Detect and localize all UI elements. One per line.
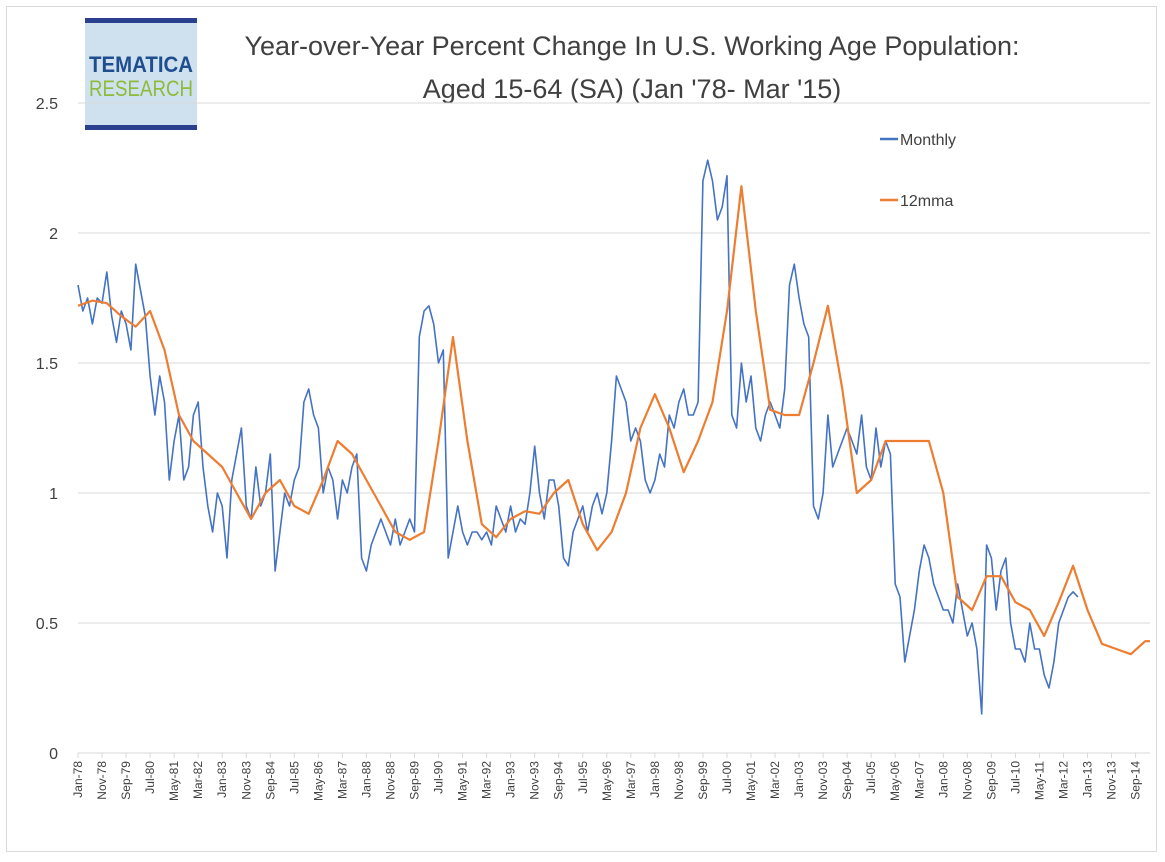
- y-tick-label: 0: [49, 746, 58, 763]
- x-tick-label: Mar-92: [480, 761, 494, 799]
- x-tick-label: Jul-00: [720, 761, 734, 794]
- series-lines: [77, 159, 1150, 715]
- x-tick-label: May-81: [167, 761, 181, 801]
- x-tick-label: May-96: [600, 761, 614, 801]
- x-tick-label: Mar-02: [768, 761, 782, 799]
- x-tick-label: Sep-79: [119, 761, 133, 800]
- legend-monthly-label: Monthly: [900, 132, 956, 149]
- x-tick-label: May-11: [1032, 761, 1046, 800]
- logo-top-bar: [85, 18, 197, 23]
- x-tick-label: Mar-97: [624, 761, 638, 799]
- x-tick-label: Nov-83: [239, 761, 253, 800]
- x-tick-label: May-01: [744, 761, 758, 801]
- x-tick-label: Nov-13: [1105, 761, 1119, 800]
- x-tick-label: Sep-89: [408, 761, 422, 800]
- tematica-logo: TEMATICA RESEARCH: [85, 18, 197, 130]
- x-tick-label: Sep-84: [263, 761, 277, 800]
- y-tick-label: 1.5: [36, 356, 58, 373]
- x-tick-label: Nov-78: [95, 761, 109, 800]
- x-tick-label: Jan-83: [215, 761, 229, 798]
- x-tick-label: Jul-90: [432, 761, 446, 794]
- x-tick-label: May-06: [888, 761, 902, 801]
- x-tick-label: Nov-08: [960, 761, 974, 800]
- logo-background: [85, 18, 197, 130]
- chart-subtitle: Aged 15-64 (SA) (Jan '78- Mar '15): [423, 74, 842, 104]
- y-tick-label: 0.5: [36, 616, 58, 633]
- x-tick-label: Sep-14: [1129, 761, 1143, 800]
- x-tick-label: Jan-08: [936, 761, 950, 798]
- legend-12mma-label: 12mma: [900, 193, 953, 210]
- chart-title: Year-over-Year Percent Change In U.S. Wo…: [245, 31, 1020, 61]
- x-tick-label: May-91: [456, 761, 470, 801]
- x-tick-label: Nov-03: [816, 761, 830, 800]
- x-tick-label: Jul-10: [1008, 761, 1022, 794]
- x-tick-label: Jan-03: [792, 761, 806, 798]
- x-tick-label: Sep-04: [840, 761, 854, 800]
- series-line-12mma: [77, 185, 1150, 656]
- x-tick-label: Jan-98: [648, 761, 662, 798]
- x-tick-label: Sep-09: [984, 761, 998, 800]
- y-tick-label: 2: [49, 226, 58, 243]
- x-tick-label: Nov-93: [528, 761, 542, 800]
- x-tick-label: Mar-87: [335, 761, 349, 799]
- series-line-monthly: [77, 159, 1079, 715]
- x-tick-label: Nov-98: [672, 761, 686, 800]
- x-tick-label: Sep-99: [696, 761, 710, 800]
- x-tick-label: Nov-88: [383, 761, 397, 800]
- y-tick-label: 2.5: [36, 96, 58, 113]
- x-tick-label: Mar-82: [191, 761, 205, 799]
- logo-line2: RESEARCH: [89, 76, 193, 101]
- logo-bottom-bar: [85, 125, 197, 130]
- legend: Monthly 12mma: [880, 132, 956, 210]
- logo-line1: TEMATICA: [89, 52, 193, 77]
- x-tick-label: Jan-13: [1081, 761, 1095, 798]
- x-tick-label: Jul-85: [287, 761, 301, 794]
- x-tick-label: Jul-05: [864, 761, 878, 794]
- x-tick-label: Sep-94: [552, 761, 566, 800]
- x-tick-label: Jan-93: [504, 761, 518, 798]
- x-tick-label: Mar-12: [1056, 761, 1070, 799]
- x-axis-ticks: Jan-78 Nov-78 Sep-79 Jul-80 May-81 Mar-82 Jan-…: [71, 753, 1143, 801]
- x-tick-label: May-86: [311, 761, 325, 801]
- y-axis-ticks: 0 0.5 1 1.5 2 2.5: [36, 96, 58, 763]
- x-tick-label: Jan-78: [71, 761, 85, 798]
- gridlines: [78, 102, 1150, 754]
- chart-frame: [6, 6, 1157, 852]
- x-tick-label: Jul-95: [576, 761, 590, 794]
- y-tick-label: 1: [49, 486, 58, 503]
- x-tick-label: Jul-80: [143, 761, 157, 794]
- x-tick-label: Jan-88: [359, 761, 373, 798]
- x-tick-label: Mar-07: [912, 761, 926, 799]
